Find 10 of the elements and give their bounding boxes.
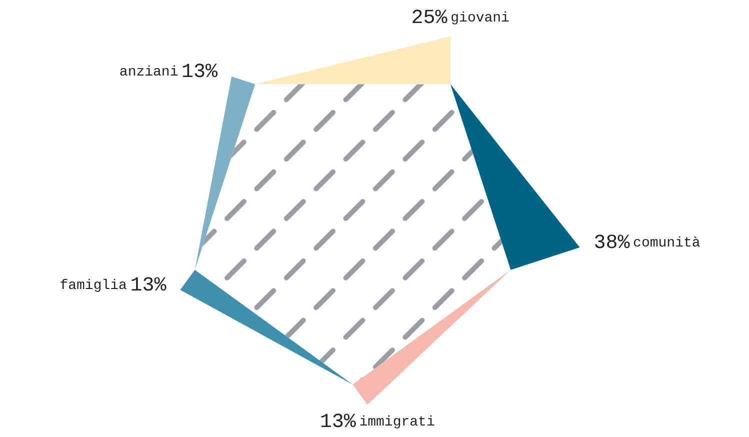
data-label: 13%	[130, 274, 168, 298]
data-label: 13%	[320, 411, 357, 434]
category-label: anziani	[119, 64, 178, 80]
category-label: famiglia	[60, 278, 127, 294]
category-label: comunità	[633, 235, 700, 252]
category-label: immigrati	[359, 414, 435, 431]
data-label: 38%	[594, 232, 631, 255]
data-label: 13%	[182, 60, 219, 84]
data-label: 25%	[411, 6, 448, 30]
category-label: giovani	[450, 10, 510, 26]
